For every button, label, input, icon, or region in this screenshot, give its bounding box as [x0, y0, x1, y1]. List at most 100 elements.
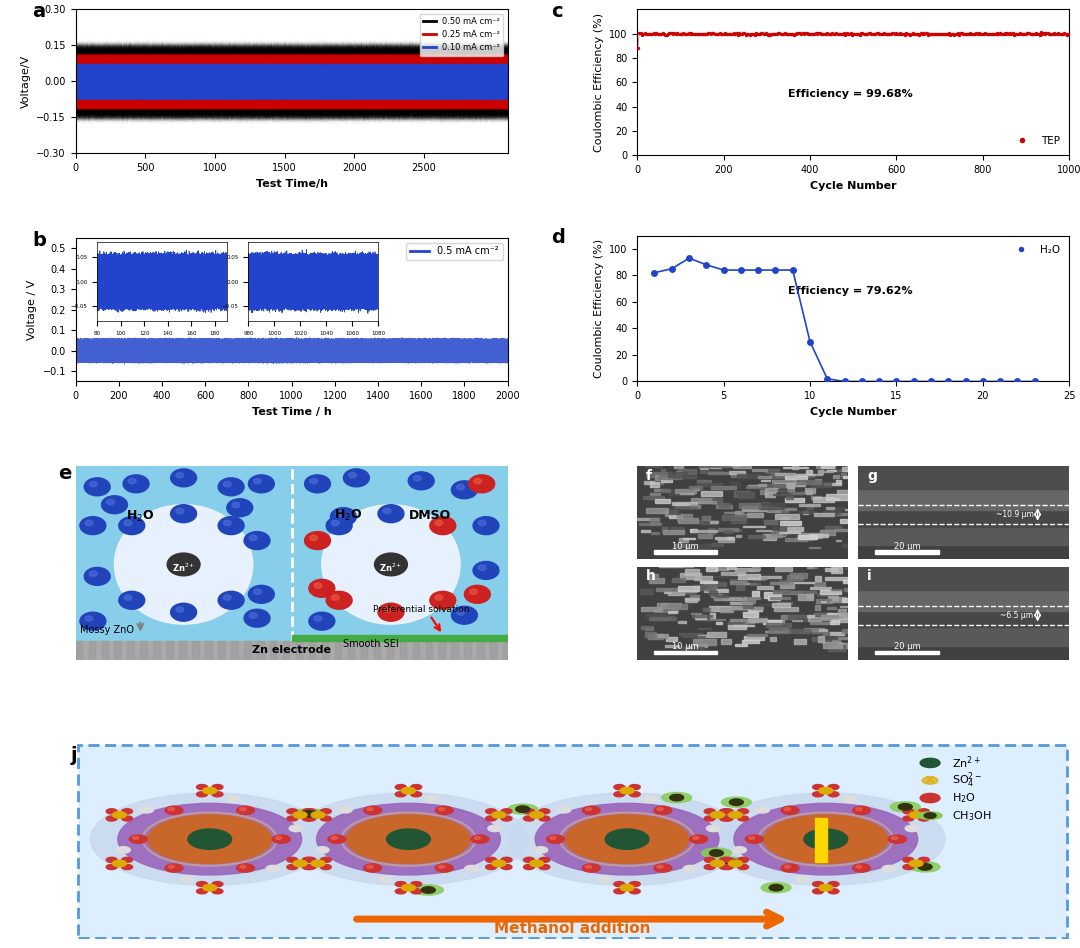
Circle shape: [302, 865, 313, 869]
Point: [978, 26, 996, 41]
Bar: [680, 592, 696, 593]
Bar: [826, 607, 836, 609]
Point: [663, 261, 680, 276]
Bar: [733, 625, 754, 627]
Bar: [842, 543, 847, 547]
Point: [677, 26, 694, 41]
Point: [895, 27, 913, 42]
Circle shape: [828, 882, 839, 886]
Text: Zn electrode: Zn electrode: [252, 646, 332, 655]
Bar: [824, 471, 834, 472]
Bar: [774, 514, 798, 520]
Bar: [770, 597, 789, 599]
Bar: [827, 499, 839, 500]
Bar: [738, 474, 762, 478]
Circle shape: [585, 808, 592, 811]
Bar: [737, 535, 741, 538]
Circle shape: [309, 579, 335, 597]
Circle shape: [657, 808, 663, 811]
Point: [747, 26, 765, 41]
Circle shape: [812, 785, 824, 790]
Circle shape: [378, 603, 404, 621]
Bar: [845, 589, 862, 591]
Point: [780, 27, 797, 42]
Point: [862, 26, 879, 41]
Circle shape: [501, 857, 512, 863]
Circle shape: [922, 776, 939, 784]
Text: H$_2$O: H$_2$O: [951, 792, 976, 805]
Bar: [666, 637, 676, 641]
Bar: [760, 489, 768, 494]
Circle shape: [244, 610, 270, 628]
Circle shape: [338, 807, 352, 813]
Bar: [640, 589, 653, 593]
Circle shape: [408, 472, 434, 490]
Bar: [770, 534, 782, 538]
Circle shape: [237, 864, 255, 872]
Ellipse shape: [289, 793, 528, 885]
Point: [832, 27, 849, 42]
Bar: [721, 639, 731, 645]
Text: h: h: [646, 570, 656, 583]
Point: [891, 26, 908, 41]
X-axis label: Cycle Number: Cycle Number: [810, 407, 896, 417]
Bar: [645, 614, 669, 616]
Circle shape: [383, 508, 391, 514]
Point: [646, 265, 663, 281]
Circle shape: [738, 809, 748, 814]
Bar: [706, 632, 726, 637]
Point: [773, 26, 791, 41]
Point: [969, 27, 986, 42]
Circle shape: [218, 592, 244, 610]
Bar: [818, 636, 824, 642]
Circle shape: [287, 857, 298, 863]
Bar: [826, 613, 839, 614]
Bar: [825, 525, 840, 530]
Point: [672, 27, 689, 42]
Point: [1032, 25, 1050, 40]
Point: [778, 27, 795, 42]
Point: [837, 27, 854, 43]
Bar: [692, 488, 699, 490]
Circle shape: [903, 816, 914, 821]
Bar: [179, 641, 186, 660]
Bar: [490, 641, 497, 660]
Circle shape: [203, 884, 217, 891]
Bar: [821, 465, 834, 468]
Point: [967, 27, 984, 42]
Circle shape: [212, 888, 222, 894]
Point: [816, 27, 834, 42]
Circle shape: [539, 809, 550, 814]
Bar: [701, 491, 721, 496]
Circle shape: [828, 888, 839, 894]
Bar: [640, 607, 662, 611]
Bar: [723, 516, 745, 520]
Point: [644, 26, 661, 41]
Bar: [711, 594, 721, 596]
Bar: [669, 592, 684, 595]
Point: [748, 27, 766, 42]
Circle shape: [745, 835, 764, 844]
Circle shape: [80, 612, 106, 630]
Bar: [657, 603, 681, 609]
Circle shape: [670, 794, 684, 801]
Bar: [678, 633, 702, 635]
Point: [1015, 27, 1032, 42]
Bar: [785, 499, 804, 502]
Point: [908, 27, 926, 42]
Circle shape: [438, 866, 445, 868]
Circle shape: [725, 859, 739, 866]
Bar: [718, 528, 738, 531]
Circle shape: [383, 607, 391, 612]
Bar: [836, 480, 840, 483]
Circle shape: [106, 809, 117, 814]
Point: [808, 27, 825, 42]
Circle shape: [176, 508, 184, 514]
Bar: [661, 603, 667, 607]
Circle shape: [819, 884, 833, 891]
Circle shape: [918, 816, 929, 821]
Point: [762, 27, 780, 42]
Point: [966, 27, 983, 42]
Bar: [720, 462, 733, 466]
Bar: [833, 475, 839, 478]
